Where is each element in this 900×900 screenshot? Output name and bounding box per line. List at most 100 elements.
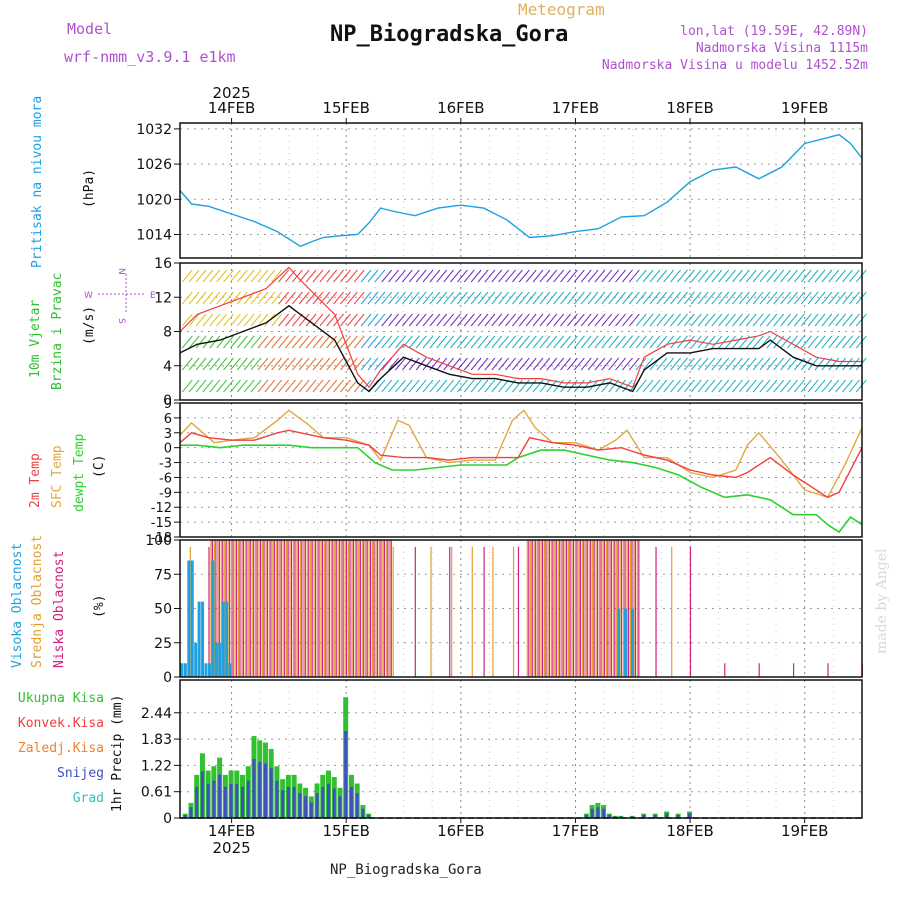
wind-barb: [346, 379, 358, 393]
y-tick-label: 75: [154, 567, 172, 583]
wind-barb: [374, 335, 386, 349]
wind-barb: [223, 379, 234, 393]
wind-barb: [491, 313, 503, 327]
wind-barb: [319, 313, 331, 327]
wind-barb: [546, 291, 558, 305]
wind-barb: [622, 313, 633, 327]
precip-snow-bar: [286, 786, 290, 818]
wind-barb: [656, 357, 668, 371]
wind-barb: [828, 269, 840, 283]
wind-barb: [512, 335, 523, 349]
day-label-top: 14FEB: [208, 99, 255, 117]
wind-barb: [374, 269, 386, 283]
wind-barb: [601, 335, 613, 349]
wind-barb: [732, 357, 743, 371]
wind-barb: [628, 269, 640, 283]
wind-barb: [388, 357, 399, 371]
wind-barb: [257, 379, 269, 393]
wind-barb: [718, 379, 730, 393]
wind-barb: [766, 357, 778, 371]
wind-barb: [759, 379, 771, 393]
wind-barb: [704, 335, 716, 349]
precip-snow-bar: [183, 814, 187, 818]
elevation-label: Nadmorska Visina 1115m: [695, 41, 868, 56]
legend-hail: Grad: [72, 791, 104, 806]
y-tick-label: 1026: [136, 157, 172, 173]
y-tick-label: 1014: [136, 228, 172, 244]
wind-barb: [835, 269, 847, 283]
wind-barb: [298, 357, 310, 371]
wind-barb: [470, 291, 482, 305]
wind-barb: [814, 291, 826, 305]
wind-barb: [443, 269, 455, 283]
precip-snow-bar: [619, 816, 623, 818]
wind-barb: [202, 269, 214, 283]
wind-barb: [553, 313, 565, 327]
wind-barb: [298, 335, 310, 349]
wind-barb: [560, 313, 571, 327]
wind-barb: [656, 379, 668, 393]
precip-legend: Ukupna Kisa Konvek.Kisa Zaledj.Kisa Snij…: [0, 686, 104, 811]
wind-barb: [395, 313, 406, 327]
wind-barb: [346, 269, 358, 283]
day-label-top: 19FEB: [781, 99, 828, 117]
wind-barb: [436, 269, 448, 283]
wind-barb: [656, 269, 668, 283]
wind-barb: [291, 313, 303, 327]
wind-barb: [477, 269, 489, 283]
wind-barb: [608, 313, 620, 327]
wind-barb: [236, 357, 248, 371]
wind-barb: [849, 291, 860, 305]
wind-barb: [725, 335, 736, 349]
wind-barb: [594, 335, 606, 349]
precip-snow-bar: [241, 786, 245, 818]
wind-barb: [443, 357, 455, 371]
made-by-credit: made by Angel: [874, 548, 890, 655]
wind-barb: [608, 269, 620, 283]
wind-barb: [257, 291, 269, 305]
wind-barb: [725, 269, 736, 283]
wind-barb: [195, 335, 207, 349]
wind-barb: [635, 313, 647, 327]
wind-barb: [491, 357, 503, 371]
wind-barb: [835, 335, 847, 349]
wind-barb: [250, 291, 262, 305]
wind-barb: [264, 379, 276, 393]
wind-barb: [622, 269, 633, 283]
wind-barb: [181, 379, 193, 393]
wind-barb: [491, 379, 503, 393]
wind-barb: [704, 379, 716, 393]
wind-barb: [312, 357, 324, 371]
legend-total: Ukupna Kisa: [17, 691, 104, 706]
wind-barb: [374, 291, 386, 305]
wind-barb: [346, 291, 358, 305]
wind-barb: [704, 357, 716, 371]
wind-barb: [628, 335, 640, 349]
wind-barb: [622, 291, 633, 305]
wind-barb: [243, 357, 255, 371]
wind-barb: [745, 313, 757, 327]
wind-barb: [649, 291, 661, 305]
precip-snow-bar: [206, 783, 210, 818]
wind-barb: [243, 379, 255, 393]
wind-barb: [181, 335, 193, 349]
wind-barb: [498, 291, 510, 305]
precip-snow-bar: [332, 788, 336, 818]
precip-snow-bar: [298, 793, 302, 818]
wind-barb: [181, 291, 193, 305]
wind-barb: [250, 269, 262, 283]
wind-barb: [690, 357, 702, 371]
wind-barb: [690, 379, 702, 393]
wind-barb: [360, 335, 372, 349]
wind-barb: [230, 291, 241, 305]
wind-barb: [532, 291, 544, 305]
wind-barb: [622, 335, 633, 349]
wind-barb: [546, 379, 558, 393]
wind-barb: [230, 335, 241, 349]
wind-barb: [298, 379, 310, 393]
y-tick-label: 1.83: [141, 732, 172, 748]
wind-barb: [560, 379, 571, 393]
wind-barb: [216, 313, 228, 327]
wind-barb: [718, 313, 730, 327]
wind-barb: [732, 379, 743, 393]
